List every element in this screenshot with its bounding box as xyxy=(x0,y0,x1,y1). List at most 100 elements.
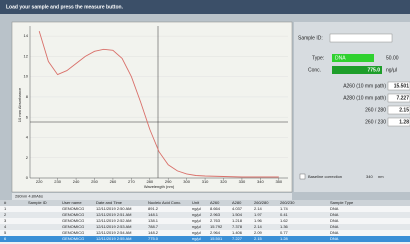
status: 280nm 4.80Abs xyxy=(15,194,43,199)
measurement-label: 260 / 280 xyxy=(365,107,386,113)
conc-value: 775.0 xyxy=(367,67,380,73)
x-tick-label: 280 xyxy=(146,179,153,184)
measurement-label: 260 / 230 xyxy=(365,119,386,125)
cell: ng/µl xyxy=(192,212,201,217)
cell: DNA xyxy=(330,218,339,223)
measurement-label: A260 (10 mm path) xyxy=(343,83,386,89)
cell: 148.1 xyxy=(148,212,159,217)
cell: GENOMICG xyxy=(62,218,84,223)
x-tick-label: 340 xyxy=(257,179,264,184)
column-header: Nucleic Acid Conc. xyxy=(148,200,181,205)
cell: DNA xyxy=(330,236,339,241)
cell: 891.2 xyxy=(148,206,159,211)
cell: 4.037 xyxy=(232,206,243,211)
column-header: 260/230 xyxy=(280,200,295,205)
cell: DNA xyxy=(330,224,339,229)
screen: Load your sample and press the measure b… xyxy=(0,0,410,244)
cell: 7.378 xyxy=(232,224,243,229)
cell: 2.14 xyxy=(254,206,263,211)
x-axis-label: Wavelength (nm) xyxy=(144,184,175,189)
cell: ng/µl xyxy=(192,224,201,229)
cell: GENOMICG xyxy=(62,206,84,211)
cell: 0.41 xyxy=(280,212,289,217)
cell: 2.763 xyxy=(210,218,221,223)
cell: DNA xyxy=(330,212,339,217)
cell: DNA xyxy=(330,230,339,235)
cell: 12/11/2019 2:54 AM xyxy=(96,230,132,235)
column-header: 260/280 xyxy=(254,200,269,205)
cell: 12/11/2019 2:53 AM xyxy=(96,224,132,229)
cell: GENOMICG xyxy=(62,230,84,235)
column-header: Unit xyxy=(192,200,200,205)
baseline-label: Baseline correction xyxy=(308,174,342,179)
cell: 2.963 xyxy=(210,212,221,217)
baseline-unit: nm xyxy=(378,174,384,179)
measurement-value: 7.227 xyxy=(396,95,409,101)
y-tick-label: 10 xyxy=(24,74,29,79)
cell: ng/µl xyxy=(192,230,201,235)
x-tick-label: 250 xyxy=(91,179,98,184)
cell: 1.97 xyxy=(254,212,263,217)
cell: 1.28 xyxy=(280,236,289,241)
cell: 1.62 xyxy=(280,218,289,223)
sample-id-label: Sample ID: xyxy=(298,35,323,41)
cell: 2.14 xyxy=(254,224,263,229)
measurement-value: 2.15 xyxy=(399,107,409,113)
cell: 12/11/2019 2:51 AM xyxy=(96,212,132,217)
cell: 0.77 xyxy=(280,230,289,235)
cell: 138.1 xyxy=(148,218,159,223)
factor: 50.00 xyxy=(386,55,399,61)
type-label: Type: xyxy=(312,55,324,61)
baseline-value: 340 xyxy=(366,174,373,179)
x-tick-label: 320 xyxy=(220,179,227,184)
x-tick-label: 300 xyxy=(183,179,190,184)
column-header: A280 xyxy=(232,200,242,205)
cell: 2.964 xyxy=(210,230,221,235)
x-tick-label: 220 xyxy=(36,179,43,184)
cell: 1.96 xyxy=(254,218,263,223)
x-tick-label: 330 xyxy=(239,179,246,184)
cell: 7.227 xyxy=(232,236,243,241)
cell: 1.74 xyxy=(280,206,289,211)
y-axis-label: 10 mm Absorbance xyxy=(17,87,22,122)
cell: 1.36 xyxy=(280,224,289,229)
page: {"header":{"instruction":"Load your samp… xyxy=(0,0,410,244)
x-tick-label: 350 xyxy=(275,179,282,184)
column-header: A260 xyxy=(210,200,220,205)
cell: 775.0 xyxy=(148,236,159,241)
cell: 12/11/2019 2:52 AM xyxy=(96,218,132,223)
x-tick-label: 230 xyxy=(54,179,61,184)
cell: GENOMICG xyxy=(62,212,84,217)
type-value: DNA xyxy=(335,55,346,61)
x-tick-label: 310 xyxy=(202,179,209,184)
measurement-value: 15.501 xyxy=(394,83,410,89)
cell: ng/µl xyxy=(192,218,201,223)
column-header: Sample ID xyxy=(28,200,47,205)
cell: 148.2 xyxy=(148,230,159,235)
y-tick-label: 12 xyxy=(24,53,29,58)
cell: 788.7 xyxy=(148,224,159,229)
cell: GENOMICG xyxy=(62,236,84,241)
cell: 1.504 xyxy=(232,212,243,217)
sample-id-input[interactable] xyxy=(330,34,392,42)
cell: ng/µl xyxy=(192,206,201,211)
cell: 12/11/2019 2:55 AM xyxy=(96,236,132,241)
column-header: User name xyxy=(62,200,82,205)
x-tick-label: 290 xyxy=(165,179,172,184)
instruction: Load your sample and press the measure b… xyxy=(6,4,124,10)
cell: 1.406 xyxy=(232,230,243,235)
status-bar xyxy=(12,193,292,200)
cell: ng/µl xyxy=(192,236,201,241)
cell: GENOMICG xyxy=(62,224,84,229)
plot-frame xyxy=(12,22,292,192)
column-header: Sample Type xyxy=(330,200,354,205)
y-tick-label: 14 xyxy=(24,33,29,38)
x-tick-label: 270 xyxy=(128,179,135,184)
conc-unit: ng/µl xyxy=(386,67,397,73)
x-tick-label: 240 xyxy=(73,179,80,184)
baseline-checkbox[interactable] xyxy=(300,174,305,179)
cell: DNA xyxy=(330,206,339,211)
cell: 15.792 xyxy=(210,224,223,229)
cell: 8.664 xyxy=(210,206,221,211)
cell: 1.218 xyxy=(232,218,243,223)
